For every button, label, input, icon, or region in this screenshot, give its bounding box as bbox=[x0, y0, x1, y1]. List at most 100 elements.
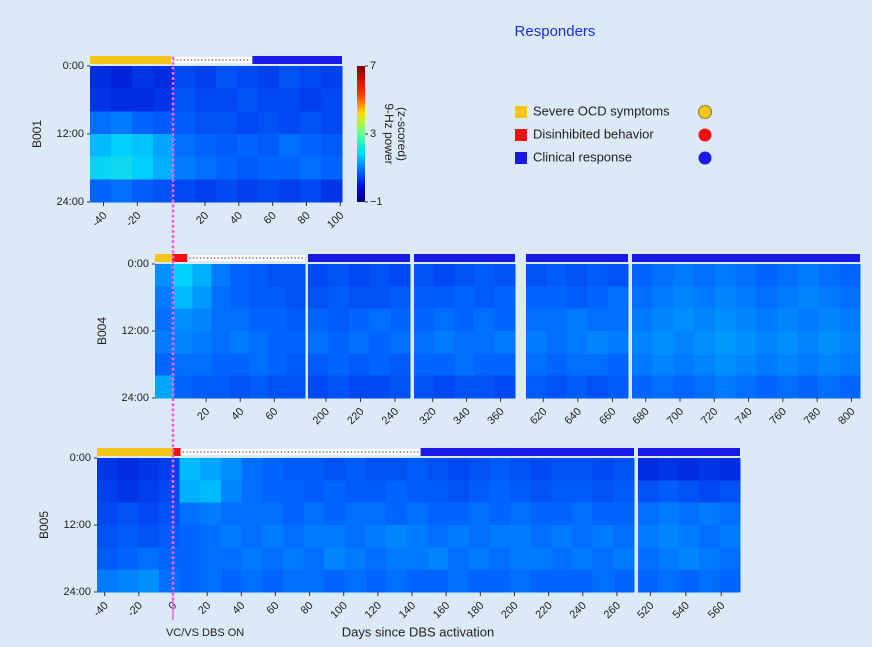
heatmap-cell bbox=[839, 286, 861, 310]
heatmap-cell bbox=[324, 569, 346, 593]
colorbar-label: (z-scored) bbox=[395, 107, 409, 161]
heatmap-cell bbox=[714, 375, 737, 399]
heatmap-cell bbox=[474, 308, 496, 332]
heatmap-cell bbox=[526, 264, 547, 287]
heatmap-cell bbox=[719, 502, 741, 526]
status-bar bbox=[172, 254, 188, 262]
heatmap-cell bbox=[434, 331, 455, 354]
heatmap bbox=[632, 264, 861, 399]
heatmap-cell bbox=[526, 331, 547, 354]
heatmap-cell bbox=[111, 179, 133, 203]
heatmap-cell bbox=[551, 458, 573, 481]
heatmap-cell bbox=[658, 547, 680, 571]
heatmap-cell bbox=[673, 308, 695, 332]
heatmap-cell bbox=[248, 308, 268, 332]
legend-label: Disinhibited behavior bbox=[533, 126, 654, 141]
heatmap-cell bbox=[211, 264, 231, 287]
heatmap-cell bbox=[818, 308, 840, 332]
heatmap-cell bbox=[427, 502, 449, 526]
heatmap-cell bbox=[756, 308, 778, 332]
heatmap-cell bbox=[328, 308, 350, 332]
heatmap-cell bbox=[173, 331, 193, 354]
heatmap-cell bbox=[97, 480, 119, 504]
status-bar bbox=[420, 448, 634, 456]
heatmap-cell bbox=[468, 569, 490, 593]
legend-dot bbox=[698, 105, 712, 119]
heatmap-cell bbox=[220, 458, 243, 481]
heatmap-cell bbox=[678, 458, 700, 481]
heatmap-cell bbox=[230, 264, 250, 287]
heatmap-cell bbox=[97, 525, 119, 548]
heatmap-cell bbox=[369, 264, 391, 287]
heatmap-cell bbox=[448, 547, 470, 571]
heatmap-cell bbox=[308, 308, 329, 332]
heatmap-cell bbox=[694, 353, 716, 377]
legend-swatch bbox=[515, 129, 527, 141]
heatmap-cell bbox=[607, 264, 629, 287]
heatmap-cell bbox=[797, 308, 820, 332]
heatmap-cell bbox=[117, 547, 139, 571]
heatmap-cell bbox=[389, 308, 411, 332]
heatmap-cell bbox=[155, 286, 175, 310]
heatmap-cell bbox=[179, 547, 201, 571]
heatmap-cell bbox=[328, 331, 350, 354]
heatmap-cell bbox=[173, 375, 193, 399]
heatmap-cell bbox=[262, 569, 284, 593]
heatmap-cell bbox=[818, 286, 840, 310]
heatmap-cell bbox=[192, 353, 212, 377]
heatmap-cell bbox=[132, 66, 154, 90]
heatmap-cell bbox=[797, 331, 820, 354]
heatmap-cell bbox=[365, 480, 387, 504]
heatmap-cell bbox=[818, 353, 840, 377]
heatmap-cell bbox=[237, 111, 259, 135]
heatmap-cell bbox=[158, 502, 181, 526]
heatmap-cell bbox=[211, 353, 231, 377]
heatmap-cell bbox=[613, 480, 635, 504]
heatmap-cell bbox=[262, 525, 284, 548]
heatmap-cell bbox=[546, 264, 568, 287]
heatmap-cell bbox=[572, 458, 594, 481]
heatmap-cell bbox=[195, 66, 217, 90]
heatmap-cell bbox=[174, 179, 196, 203]
heatmap-cell bbox=[300, 156, 322, 180]
heatmap-cell bbox=[673, 375, 695, 399]
heatmap-cell bbox=[572, 480, 594, 504]
heatmap-cell bbox=[241, 547, 263, 571]
heatmap-cell bbox=[406, 547, 428, 571]
legend-swatch bbox=[515, 152, 527, 164]
heatmap-cell bbox=[195, 111, 217, 135]
heatmap-cell bbox=[386, 502, 408, 526]
heatmap-cell bbox=[153, 156, 175, 180]
heatmap-cell bbox=[308, 353, 329, 377]
heatmap-cell bbox=[818, 264, 840, 287]
heatmap-cell bbox=[566, 331, 588, 354]
heatmap-cell bbox=[90, 134, 112, 158]
heatmap-cell bbox=[777, 286, 799, 310]
heatmap-cell bbox=[192, 308, 212, 332]
heatmap-cell bbox=[279, 134, 301, 158]
heatmap-cell bbox=[138, 525, 160, 548]
heatmap-cell bbox=[158, 480, 181, 504]
heatmap-cell bbox=[839, 264, 861, 287]
heatmap-cell bbox=[321, 179, 343, 203]
heatmap-cell bbox=[797, 286, 820, 310]
colorbar-tick-label: −1 bbox=[370, 196, 383, 208]
heatmap-cell bbox=[216, 66, 238, 90]
legend-label: Severe OCD symptoms bbox=[533, 103, 670, 118]
y-tick-label: 0:00 bbox=[128, 258, 149, 270]
heatmap-cell bbox=[551, 502, 573, 526]
heatmap-cell bbox=[797, 264, 820, 287]
heatmap-cell bbox=[389, 375, 411, 399]
heatmap-cell bbox=[448, 502, 470, 526]
heatmap-cell bbox=[192, 264, 212, 287]
heatmap-cell bbox=[344, 458, 366, 481]
heatmap-cell bbox=[303, 569, 325, 593]
heatmap-cell bbox=[267, 286, 287, 310]
legend-dot bbox=[698, 151, 712, 165]
heatmap-cell bbox=[179, 458, 201, 481]
heatmap-cell bbox=[494, 375, 516, 399]
heatmap-cell bbox=[489, 502, 511, 526]
heatmap bbox=[155, 264, 306, 399]
heatmap-cell bbox=[406, 569, 428, 593]
heatmap-cell bbox=[414, 286, 435, 310]
